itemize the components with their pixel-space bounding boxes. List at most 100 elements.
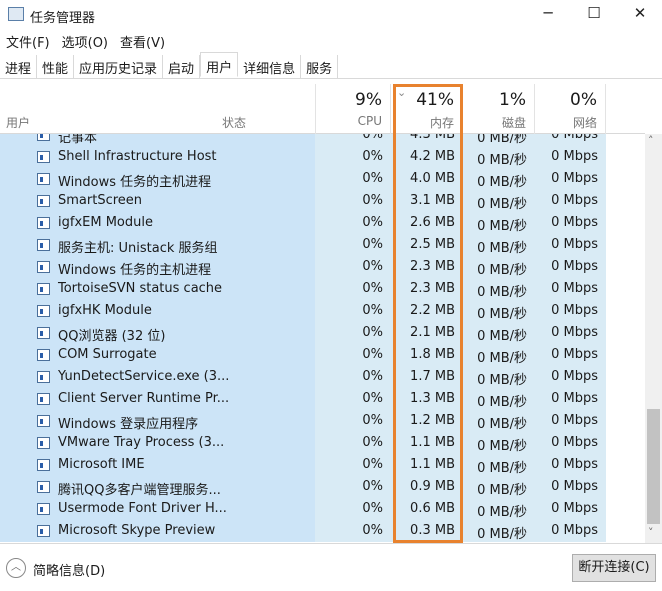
- tab-performance[interactable]: 性能: [37, 55, 75, 78]
- cpu-cell: 0%: [315, 432, 391, 454]
- table-row[interactable]: SmartScreen 0% 3.1 MB 0 MB/秒 0 Mbps: [0, 190, 606, 212]
- disk-cell: 0 MB/秒: [463, 322, 535, 344]
- process-name-cell: Windows 登录应用程序: [0, 410, 315, 432]
- disk-cell: 0 MB/秒: [463, 498, 535, 520]
- col-disk[interactable]: 1% 磁盘: [463, 84, 535, 134]
- fewer-details-link[interactable]: 简略信息(D): [33, 564, 106, 579]
- process-icon: [37, 195, 50, 207]
- window-title: 任务管理器: [30, 11, 96, 26]
- table-row[interactable]: Windows 任务的主机进程 0% 4.0 MB 0 MB/秒 0 Mbps: [0, 168, 606, 190]
- table-row[interactable]: VMware Tray Process (3... 0% 1.1 MB 0 MB…: [0, 432, 606, 454]
- memory-cell: 0.9 MB: [391, 476, 463, 498]
- menu-file[interactable]: 文件(F): [6, 36, 50, 51]
- col-status-label: 状态: [222, 116, 247, 130]
- disk-cell: 0 MB/秒: [463, 432, 535, 454]
- scroll-thumb[interactable]: [647, 409, 660, 524]
- cpu-cell: 0%: [315, 146, 391, 168]
- minimize-button[interactable]: ─: [543, 4, 553, 22]
- disk-cell: 0 MB/秒: [463, 476, 535, 498]
- process-name: 记事本: [58, 134, 98, 146]
- memory-cell: 3.1 MB: [391, 190, 463, 212]
- collapse-icon[interactable]: ︿: [6, 558, 26, 578]
- disconnect-button[interactable]: 断开连接(C): [572, 554, 656, 582]
- process-name-cell: SmartScreen: [0, 190, 315, 212]
- memory-cell: 2.3 MB: [391, 278, 463, 300]
- col-cpu[interactable]: 9% CPU: [316, 84, 391, 134]
- table-row[interactable]: Windows 登录应用程序 0% 1.2 MB 0 MB/秒 0 Mbps: [0, 410, 606, 432]
- table-row[interactable]: YunDetectService.exe (3... 0% 1.7 MB 0 M…: [0, 366, 606, 388]
- table-row[interactable]: 服务主机: Unistack 服务组 0% 2.5 MB 0 MB/秒 0 Mb…: [0, 234, 606, 256]
- network-cell: 0 Mbps: [535, 234, 606, 256]
- scroll-down-icon[interactable]: ˅: [648, 526, 654, 539]
- network-cell: 0 Mbps: [535, 134, 606, 146]
- col-network[interactable]: 0% 网络: [535, 84, 606, 134]
- cpu-cell: 0%: [315, 498, 391, 520]
- memory-cell: 1.3 MB: [391, 388, 463, 410]
- table-row[interactable]: Usermode Font Driver H... 0% 0.6 MB 0 MB…: [0, 498, 606, 520]
- memory-cell: 4.0 MB: [391, 168, 463, 190]
- network-cell: 0 Mbps: [535, 300, 606, 322]
- tab-processes[interactable]: 进程: [0, 55, 38, 78]
- table-row[interactable]: Windows 任务的主机进程 0% 2.3 MB 0 MB/秒 0 Mbps: [0, 256, 606, 278]
- memory-label: 内存: [429, 116, 454, 130]
- tab-app-history[interactable]: 应用历史记录: [74, 55, 164, 78]
- network-cell: 0 Mbps: [535, 498, 606, 520]
- scroll-up-icon[interactable]: ˄: [648, 134, 654, 147]
- vertical-scrollbar[interactable]: ˄ ˅: [645, 134, 662, 543]
- tab-details[interactable]: 详细信息: [238, 55, 302, 78]
- table-row[interactable]: igfxEM Module 0% 2.6 MB 0 MB/秒 0 Mbps: [0, 212, 606, 234]
- cpu-cell: 0%: [315, 520, 391, 542]
- memory-cell: 0.3 MB: [391, 520, 463, 542]
- table-row[interactable]: QQ浏览器 (32 位) 0% 2.1 MB 0 MB/秒 0 Mbps: [0, 322, 606, 344]
- table-row[interactable]: Microsoft Skype Preview 0% 0.3 MB 0 MB/秒…: [0, 520, 606, 542]
- cpu-cell: 0%: [315, 190, 391, 212]
- process-name: 腾讯QQ多客户端管理服务...: [58, 483, 221, 498]
- process-name: VMware Tray Process (3...: [58, 435, 225, 450]
- table-row[interactable]: igfxHK Module 0% 2.2 MB 0 MB/秒 0 Mbps: [0, 300, 606, 322]
- process-name: Windows 任务的主机进程: [58, 263, 212, 278]
- cpu-cell: 0%: [315, 476, 391, 498]
- table-row[interactable]: Shell Infrastructure Host 0% 4.2 MB 0 MB…: [0, 146, 606, 168]
- menu-view[interactable]: 查看(V): [120, 36, 166, 51]
- network-cell: 0 Mbps: [535, 454, 606, 476]
- network-cell: 0 Mbps: [535, 322, 606, 344]
- table-row[interactable]: 记事本 0% 4.3 MB 0 MB/秒 0 Mbps: [0, 134, 606, 146]
- col-status[interactable]: 状态: [216, 84, 316, 134]
- process-name: Windows 任务的主机进程: [58, 175, 212, 190]
- table-row[interactable]: TortoiseSVN status cache 0% 2.3 MB 0 MB/…: [0, 278, 606, 300]
- col-memory[interactable]: ⌄ 41% 内存: [391, 84, 463, 134]
- cpu-cell: 0%: [315, 168, 391, 190]
- column-header: 用户 状态 9% CPU ⌄ 41% 内存 1% 磁盘 0% 网络: [0, 84, 645, 134]
- menu-bar: 文件(F) 选项(O) 查看(V): [0, 32, 171, 51]
- cpu-cell: 0%: [315, 388, 391, 410]
- cpu-cell: 0%: [315, 454, 391, 476]
- close-button[interactable]: ✕: [633, 4, 647, 22]
- col-user[interactable]: 用户: [0, 84, 218, 134]
- disk-cell: 0 MB/秒: [463, 134, 535, 146]
- process-name-cell: YunDetectService.exe (3...: [0, 366, 315, 388]
- process-name-cell: VMware Tray Process (3...: [0, 432, 315, 454]
- memory-cell: 1.7 MB: [391, 366, 463, 388]
- disk-cell: 0 MB/秒: [463, 190, 535, 212]
- network-cell: 0 Mbps: [535, 388, 606, 410]
- tab-startup[interactable]: 启动: [163, 55, 201, 78]
- tab-services[interactable]: 服务: [301, 55, 339, 78]
- disk-cell: 0 MB/秒: [463, 520, 535, 542]
- table-row[interactable]: Client Server Runtime Pr... 0% 1.3 MB 0 …: [0, 388, 606, 410]
- memory-cell: 2.2 MB: [391, 300, 463, 322]
- maximize-button[interactable]: ☐: [587, 4, 601, 22]
- network-cell: 0 Mbps: [535, 344, 606, 366]
- process-icon: [37, 305, 50, 317]
- table-row[interactable]: COM Surrogate 0% 1.8 MB 0 MB/秒 0 Mbps: [0, 344, 606, 366]
- network-cell: 0 Mbps: [535, 190, 606, 212]
- process-name: Windows 登录应用程序: [58, 417, 199, 432]
- table-row[interactable]: 腾讯QQ多客户端管理服务... 0% 0.9 MB 0 MB/秒 0 Mbps: [0, 476, 606, 498]
- process-icon: [37, 173, 50, 185]
- tab-users[interactable]: 用户: [200, 52, 239, 77]
- menu-options[interactable]: 选项(O): [61, 36, 109, 51]
- table-row[interactable]: Microsoft IME 0% 1.1 MB 0 MB/秒 0 Mbps: [0, 454, 606, 476]
- cpu-cell: 0%: [315, 410, 391, 432]
- process-icon: [37, 151, 50, 163]
- process-name: igfxHK Module: [58, 303, 152, 318]
- memory-cell: 2.1 MB: [391, 322, 463, 344]
